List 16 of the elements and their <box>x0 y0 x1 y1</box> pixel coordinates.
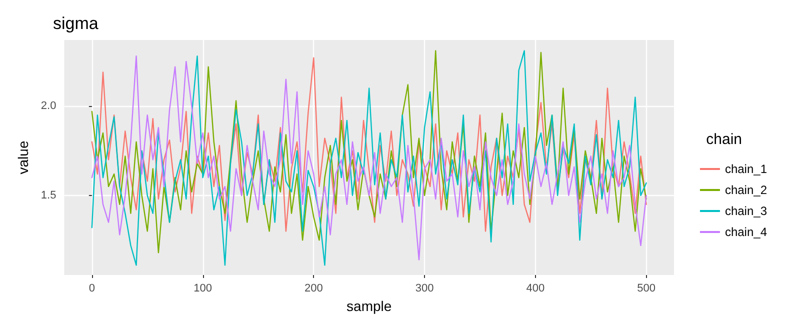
y-axis-title: value <box>15 140 31 174</box>
x-tick-label: 400 <box>526 282 545 294</box>
chart-title: sigma <box>53 14 99 33</box>
legend-label: chain_4 <box>724 225 768 239</box>
legend-label: chain_3 <box>724 204 768 218</box>
legend-title: chain <box>706 131 742 148</box>
x-tick-label: 300 <box>415 282 434 294</box>
x-tick-label: 500 <box>637 282 656 294</box>
legend-label: chain_1 <box>724 162 768 176</box>
x-tick-label: 100 <box>194 282 212 294</box>
y-tick-label: 2.0 <box>40 100 56 112</box>
x-tick-label: 0 <box>88 282 95 294</box>
x-axis-title: sample <box>346 298 392 314</box>
y-tick-label: 1.5 <box>40 189 56 202</box>
legend-label: chain_2 <box>724 183 768 197</box>
x-tick-label: 200 <box>304 282 323 294</box>
